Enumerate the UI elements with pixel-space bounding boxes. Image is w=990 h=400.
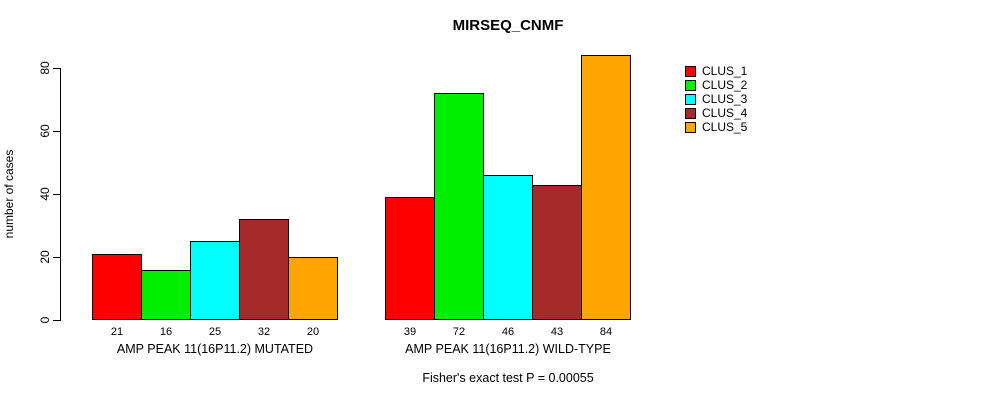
bar-value-label: 32 <box>257 326 271 338</box>
bar-group1-clus_3 <box>190 241 240 320</box>
legend-swatch-icon <box>685 107 696 119</box>
bar-group1-clus_2 <box>141 270 191 320</box>
legend-row: CLUS_3 <box>685 92 747 106</box>
bar-value-label: 21 <box>110 326 124 338</box>
bar-group1-clus_1 <box>92 254 142 320</box>
group-label: AMP PEAK 11(16P11.2) WILD-TYPE <box>405 342 611 356</box>
bar-value-label: 84 <box>599 326 613 338</box>
bar-group1-clus_5 <box>288 257 338 320</box>
y-axis-label: number of cases <box>2 149 16 239</box>
legend-label: CLUS_3 <box>702 92 748 106</box>
legend-row: CLUS_4 <box>685 106 747 120</box>
legend-swatch-icon <box>685 121 696 133</box>
y-tick-label: 60 <box>38 124 52 138</box>
bar-group2-clus_3 <box>483 175 533 320</box>
bar-value-label: 39 <box>403 326 417 338</box>
legend-label: CLUS_2 <box>702 78 748 92</box>
bar-group2-clus_5 <box>581 55 631 320</box>
y-tick-label: 20 <box>38 250 52 264</box>
legend-row: CLUS_5 <box>685 120 747 134</box>
legend-row: CLUS_1 <box>685 64 747 78</box>
annotation-text: Fisher's exact test P = 0.00055 <box>422 371 594 385</box>
legend-row: CLUS_2 <box>685 78 747 92</box>
chart-title: MIRSEQ_CNMF <box>452 17 564 34</box>
bar-group2-clus_2 <box>434 93 484 320</box>
y-tick-mark <box>53 131 60 132</box>
legend-label: CLUS_1 <box>702 64 748 78</box>
bar-value-label: 25 <box>208 326 222 338</box>
bar-group2-clus_1 <box>385 197 435 320</box>
legend-swatch-icon <box>685 93 696 105</box>
y-tick-mark <box>53 257 60 258</box>
bar-value-label: 20 <box>306 326 320 338</box>
y-axis-line <box>60 68 61 321</box>
bar-group1-clus_4 <box>239 219 289 320</box>
bar-group2-clus_4 <box>532 185 582 320</box>
y-tick-label: 80 <box>38 61 52 75</box>
y-tick-label: 40 <box>38 187 52 201</box>
bar-value-label: 46 <box>501 326 515 338</box>
y-tick-label: 0 <box>38 316 52 324</box>
legend-swatch-icon <box>685 79 696 91</box>
bar-value-label: 72 <box>452 326 466 338</box>
legend-swatch-icon <box>685 65 696 77</box>
y-tick-mark <box>53 320 60 321</box>
legend-label: CLUS_4 <box>702 106 748 120</box>
legend-label: CLUS_5 <box>702 120 748 134</box>
group-label: AMP PEAK 11(16P11.2) MUTATED <box>116 342 314 356</box>
bar-value-label: 43 <box>550 326 564 338</box>
y-tick-mark <box>53 68 60 69</box>
bar-value-label: 16 <box>159 326 173 338</box>
y-tick-mark <box>53 194 60 195</box>
legend: CLUS_1 CLUS_2 CLUS_3 CLUS_4 CLUS_5 <box>685 64 747 134</box>
